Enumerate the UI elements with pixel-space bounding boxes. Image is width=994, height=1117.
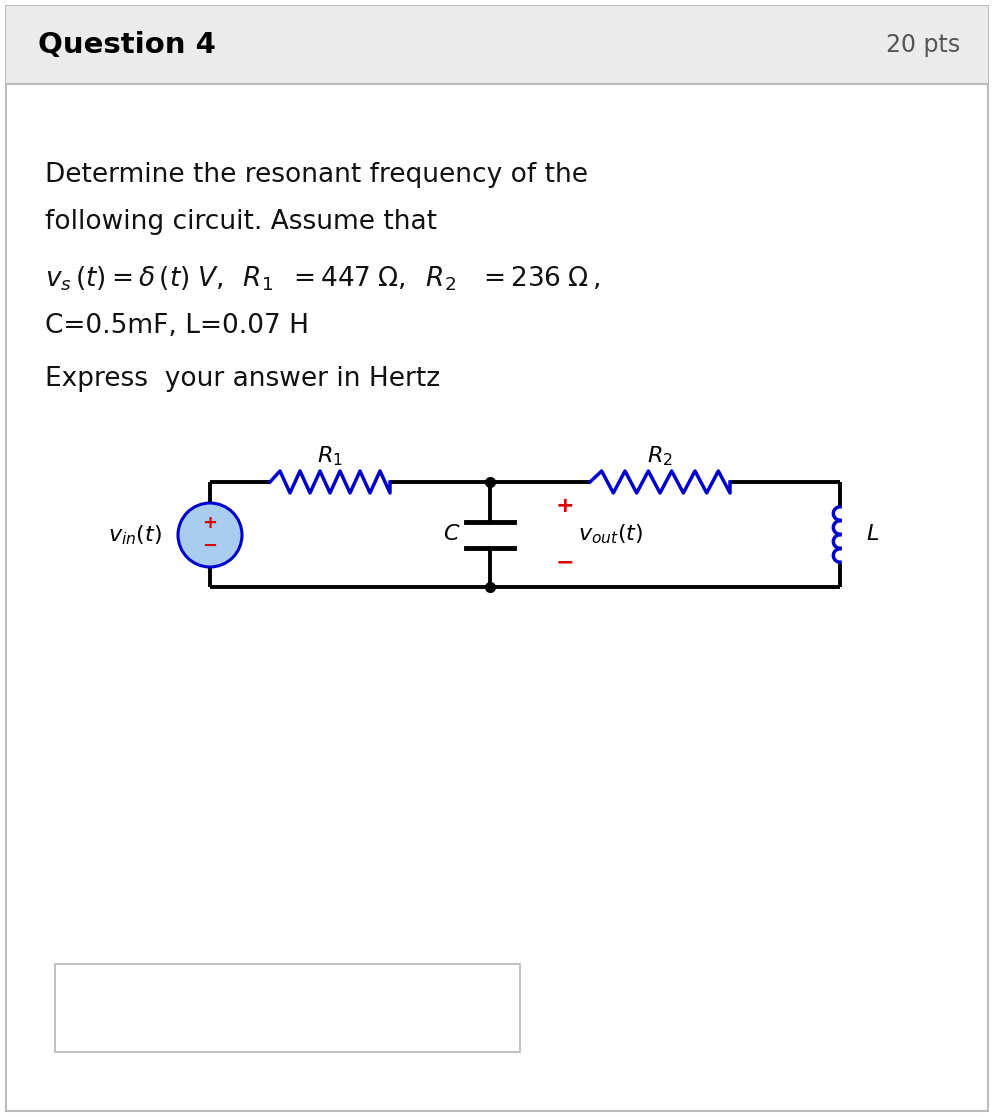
Text: +: + (556, 496, 575, 516)
Text: −: − (203, 537, 218, 555)
Text: $v_{out}(t)$: $v_{out}(t)$ (578, 523, 643, 546)
FancyBboxPatch shape (6, 6, 988, 84)
Text: Question 4: Question 4 (38, 31, 216, 59)
Text: Determine the resonant frequency of the: Determine the resonant frequency of the (45, 162, 588, 188)
Text: 20 pts: 20 pts (886, 34, 960, 57)
Text: following circuit. Assume that: following circuit. Assume that (45, 209, 437, 235)
Text: $R_2$: $R_2$ (647, 445, 673, 468)
Text: $C$: $C$ (443, 525, 461, 544)
Text: −: − (556, 553, 575, 573)
Text: +: + (203, 514, 218, 532)
Text: $L$: $L$ (866, 525, 879, 544)
Circle shape (178, 503, 242, 567)
Text: $R_1$: $R_1$ (317, 445, 343, 468)
Text: Express  your answer in Hertz: Express your answer in Hertz (45, 366, 440, 392)
Text: C=0.5mF, L=0.07 H: C=0.5mF, L=0.07 H (45, 313, 309, 338)
Text: $v_{in}(t)$: $v_{in}(t)$ (108, 523, 162, 547)
Text: $v_s\,(t) = \delta\,(t)\;V,\;\;R_1\;\;{=}447\;\Omega,\;\;R_2\;\;\;{=}236\;\Omega: $v_s\,(t) = \delta\,(t)\;V,\;\;R_1\;\;{=… (45, 265, 600, 294)
FancyBboxPatch shape (55, 964, 520, 1052)
FancyBboxPatch shape (6, 6, 988, 1111)
